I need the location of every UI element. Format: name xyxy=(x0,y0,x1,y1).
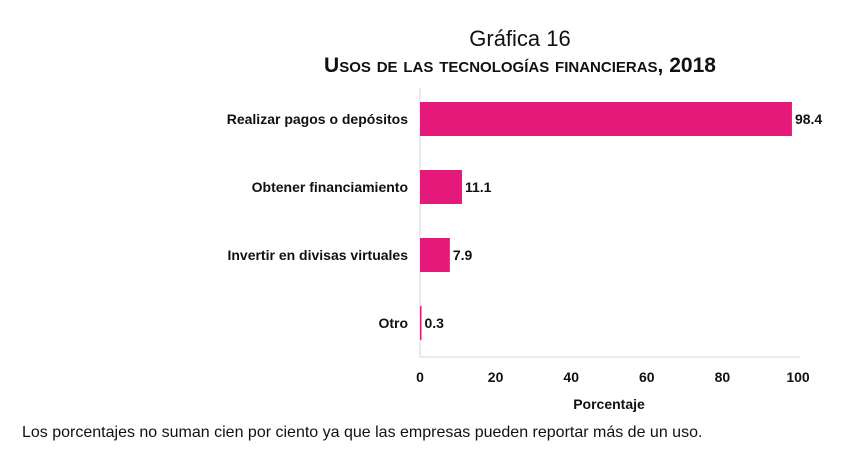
x-tick-label: 20 xyxy=(488,369,504,385)
category-label: Realizar pagos o depósitos xyxy=(227,111,408,127)
data-label: 11.1 xyxy=(465,179,492,195)
chart-title: Gráfica 16 xyxy=(469,26,571,51)
x-tick-label: 80 xyxy=(715,369,731,385)
data-label: 7.9 xyxy=(453,247,473,263)
data-label: 98.4 xyxy=(795,111,822,127)
x-tick-label: 60 xyxy=(639,369,655,385)
bar xyxy=(420,238,450,272)
x-tick-label: 0 xyxy=(416,369,424,385)
bar xyxy=(420,102,792,136)
chart-subtitle: Usos de las tecnologías financieras, 201… xyxy=(324,54,716,77)
category-label: Obtener financiamiento xyxy=(252,179,408,195)
x-tick-label: 100 xyxy=(786,369,810,385)
data-label: 0.3 xyxy=(425,315,445,331)
category-label: Otro xyxy=(378,315,408,331)
category-label: Invertir en divisas virtuales xyxy=(227,247,408,263)
x-axis-title: Porcentaje xyxy=(573,396,645,412)
x-tick-label: 40 xyxy=(563,369,579,385)
bar xyxy=(420,170,462,204)
footnote: Los porcentajes no suman cien por ciento… xyxy=(22,424,703,441)
bar xyxy=(420,306,422,340)
